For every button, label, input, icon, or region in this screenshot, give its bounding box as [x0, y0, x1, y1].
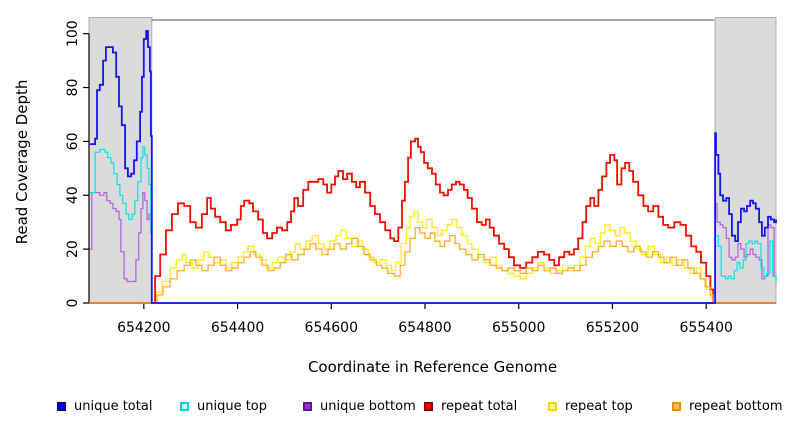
- legend-label: unique total: [74, 398, 153, 414]
- legend-marker-repeat-total: [424, 401, 433, 411]
- legend-label: unique top: [197, 398, 268, 414]
- legend: unique total unique top unique bottom repea…: [0, 396, 792, 416]
- legend-marker-unique-top: [180, 401, 189, 411]
- legend-label: unique bottom: [320, 398, 416, 414]
- y-tick-label: 80: [65, 79, 81, 97]
- series-unique-bottom: [89, 192, 777, 304]
- legend-label: repeat total: [441, 398, 518, 414]
- legend-marker-repeat-bottom: [672, 401, 681, 411]
- y-tick-label: 40: [65, 186, 81, 204]
- legend-marker-unique-total: [57, 401, 66, 411]
- y-tick-label: 100: [65, 20, 81, 47]
- legend-label: repeat bottom: [689, 398, 783, 414]
- x-tick-label: 654800: [398, 320, 451, 336]
- legend-marker-repeat-top: [548, 401, 557, 411]
- x-tick-label: 654400: [211, 320, 264, 336]
- series-unique-top: [89, 146, 777, 304]
- legend-item-unique-bottom: unique bottom: [303, 396, 416, 416]
- legend-item-unique-total: unique total: [57, 396, 152, 416]
- y-tick-label: 60: [65, 132, 81, 150]
- y-tick-label: 0: [65, 299, 81, 308]
- legend-item-repeat-bottom: repeat bottom: [672, 396, 783, 416]
- legend-item-unique-top: unique top: [180, 396, 267, 416]
- x-tick-label: 655000: [492, 320, 545, 336]
- x-tick-label: 655400: [679, 320, 732, 336]
- y-tick-label: 20: [65, 240, 81, 258]
- y-axis-title: Read Coverage Depth: [13, 79, 31, 245]
- series-unique-total: [89, 30, 777, 304]
- legend-label: repeat top: [565, 398, 633, 414]
- legend-item-repeat-top: repeat top: [548, 396, 633, 416]
- legend-marker-unique-bottom: [303, 401, 312, 411]
- series-repeat-total: [89, 137, 776, 304]
- x-tick-label: 654600: [305, 320, 358, 336]
- x-tick-label: 655200: [586, 320, 639, 336]
- legend-item-repeat-total: repeat total: [424, 396, 517, 416]
- series-repeat-bottom: [89, 227, 776, 304]
- shaded-region-left-flank: [88, 17, 153, 304]
- x-tick-label: 654200: [117, 320, 170, 336]
- x-axis-title: Coordinate in Reference Genome: [307, 358, 558, 376]
- series-repeat-top: [89, 210, 776, 304]
